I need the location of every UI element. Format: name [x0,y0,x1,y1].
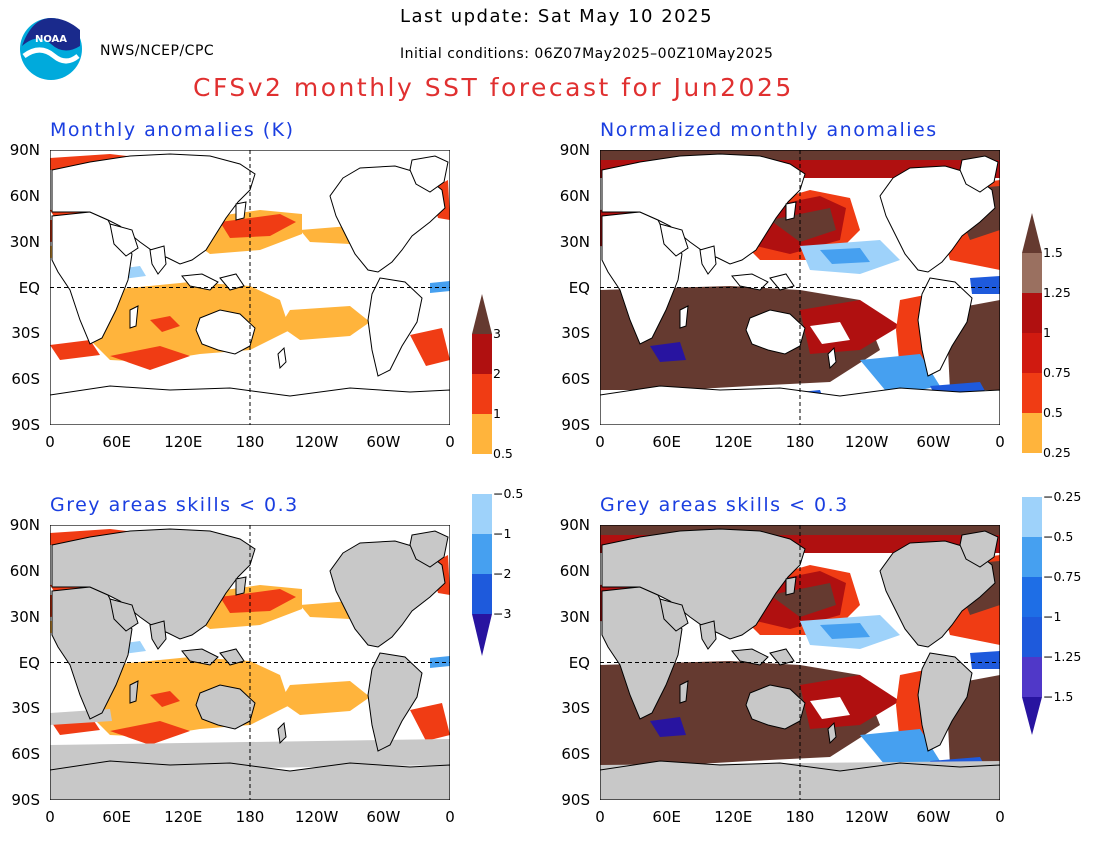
lat-tick-label: EQ [568,278,590,297]
lat-tick-label: 60N [9,561,40,580]
panel-title-skill-anomalies: Grey areas skills < 0.3 [50,494,299,516]
main-title: CFSv2 monthly SST forecast for Jun2025 [193,73,794,102]
lon-tick-label: 120E [714,433,753,451]
last-update: Last update: Sat May 10 2025 [400,6,714,27]
lat-tick-label: 90S [11,791,40,809]
lon-tick-label: 120W [294,808,339,826]
lon-tick-label: 180 [785,808,815,826]
colorbar-label: −1 [493,526,512,541]
colorbar-label: 3 [493,326,501,341]
lon-tick-label: 120W [294,433,339,451]
panel-title-anomalies: Monthly anomalies (K) [50,119,295,141]
svg-text:NOAA: NOAA [35,34,67,45]
lat-tick-label: 60S [561,745,590,764]
lon-tick-label: 120E [714,808,753,826]
map-anomalies [50,150,450,425]
lon-tick-label: 60E [102,808,131,826]
colorbar-label: −1.25 [1043,649,1082,664]
panel-title-normalized: Normalized monthly anomalies [600,119,938,141]
lon-tick-label: 180 [235,433,265,451]
lat-tick-label: 60S [11,370,40,389]
colorbar-anomalies [472,294,492,656]
colorbar-label: 1 [493,406,501,421]
colorbar-label: −3 [493,606,512,621]
lon-tick-label: 0 [595,433,605,451]
lat-tick-label: 90N [9,516,40,534]
lat-tick-label: 60N [559,186,590,205]
lat-tick-label: 30S [11,324,40,343]
lat-tick-label: EQ [568,653,590,672]
lat-tick-label: 90S [11,416,40,434]
map-skill-anomalies [50,525,450,800]
lat-tick-label: 30S [561,324,590,343]
lon-tick-label: 60E [652,433,681,451]
lon-tick-label: 60W [916,808,951,826]
lat-tick-label: 60S [561,370,590,389]
lon-tick-label: 60W [366,808,401,826]
lon-tick-label: 0 [995,433,1005,451]
lat-tick-label: 90N [559,516,590,534]
colorbar-label: −0.75 [1043,569,1082,584]
lon-tick-label: 120W [844,808,889,826]
lon-tick-label: 180 [235,808,265,826]
colorbar-label: 1.5 [1043,245,1063,260]
lat-tick-label: 90N [9,141,40,159]
colorbar-label: −0.25 [1043,489,1082,504]
lat-tick-label: 30N [559,607,590,626]
colorbar-label: −0.5 [1043,529,1074,544]
lat-tick-label: 60N [559,561,590,580]
lon-tick-label: 0 [45,808,55,826]
colorbar-label: 2 [493,366,501,381]
noaa-logo: NOAA [20,18,82,80]
colorbar-label: −2 [493,566,512,581]
lat-tick-label: 90S [561,416,590,434]
map-skill-normalized [600,525,1000,800]
colorbar-label: 0.75 [1043,365,1071,380]
colorbar-label: 0.5 [1043,405,1063,420]
colorbar-label: −1.5 [1043,689,1074,704]
lon-tick-label: 120W [844,433,889,451]
lat-tick-label: EQ [18,278,40,297]
lat-tick-label: 30N [9,607,40,626]
lon-tick-label: 60E [102,433,131,451]
lat-tick-label: 90S [561,791,590,809]
panel-title-skill-normalized: Grey areas skills < 0.3 [600,494,849,516]
colorbar-label: 0.5 [493,446,513,461]
lon-tick-label: 180 [785,433,815,451]
lon-tick-label: 0 [445,433,455,451]
lat-tick-label: 30S [11,699,40,718]
lon-tick-label: 60W [366,433,401,451]
lon-tick-label: 0 [45,433,55,451]
colorbar-normalized [1022,213,1042,735]
lon-tick-label: 120E [164,433,203,451]
colorbar-label: 1 [1043,325,1051,340]
colorbar-label: 0.25 [1043,445,1071,460]
lat-tick-label: 90N [559,141,590,159]
lat-tick-label: 30N [559,232,590,251]
lon-tick-label: 0 [595,808,605,826]
lon-tick-label: 120E [164,808,203,826]
colorbar-label: 1.25 [1043,285,1071,300]
lon-tick-label: 60E [652,808,681,826]
lon-tick-label: 0 [995,808,1005,826]
map-normalized [600,150,1000,425]
org-label: NWS/NCEP/CPC [100,43,215,59]
colorbar-label: −1 [1043,609,1062,624]
lat-tick-label: 60S [11,745,40,764]
lat-tick-label: 30S [561,699,590,718]
lat-tick-label: EQ [18,653,40,672]
colorbar-label: −0.5 [493,486,524,501]
initial-conditions: Initial conditions: 06Z07May2025–00Z10Ma… [400,46,774,62]
lat-tick-label: 60N [9,186,40,205]
lon-tick-label: 60W [916,433,951,451]
lon-tick-label: 0 [445,808,455,826]
lat-tick-label: 30N [9,232,40,251]
